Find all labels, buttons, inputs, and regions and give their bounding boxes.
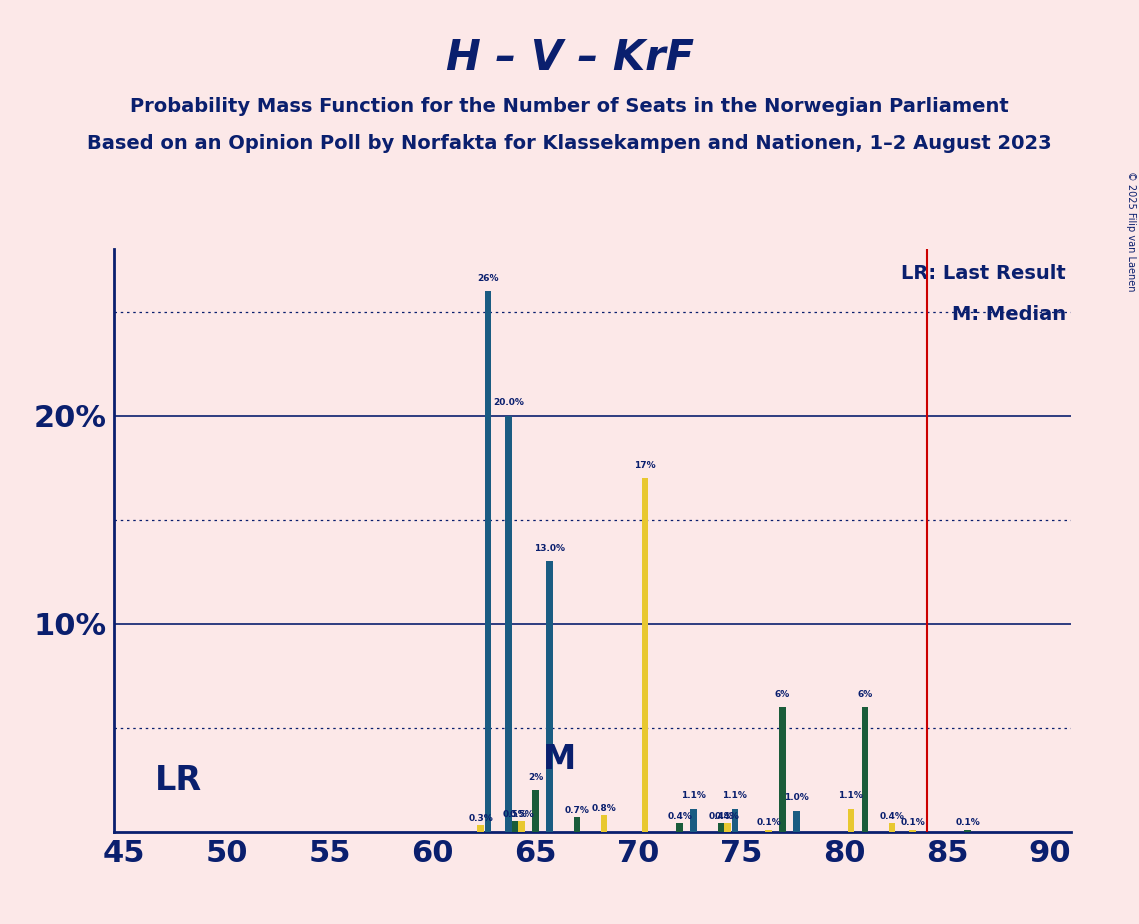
Text: M: M <box>543 743 576 776</box>
Text: 0.1%: 0.1% <box>956 819 981 828</box>
Text: 1.1%: 1.1% <box>722 792 747 800</box>
Bar <box>909 830 916 832</box>
Text: LR: LR <box>155 764 203 797</box>
Bar <box>511 821 518 832</box>
Bar <box>690 808 697 832</box>
Bar <box>779 707 786 832</box>
Bar <box>793 811 800 832</box>
Bar <box>574 817 580 832</box>
Bar <box>485 291 491 832</box>
Text: 0.4%: 0.4% <box>708 812 734 821</box>
Text: 0.3%: 0.3% <box>468 814 493 823</box>
Bar <box>677 823 683 832</box>
Text: 2%: 2% <box>528 772 543 782</box>
Bar <box>765 830 772 832</box>
Bar <box>861 707 868 832</box>
Text: M: Median: M: Median <box>952 305 1066 323</box>
Text: 17%: 17% <box>634 461 656 470</box>
Text: H – V – KrF: H – V – KrF <box>445 37 694 79</box>
Bar <box>532 790 539 832</box>
Text: 0.7%: 0.7% <box>565 806 589 815</box>
Bar <box>731 808 738 832</box>
Text: 0.4%: 0.4% <box>715 812 740 821</box>
Text: 6%: 6% <box>775 689 790 699</box>
Text: 0.8%: 0.8% <box>591 804 616 813</box>
Text: © 2025 Filip van Laenen: © 2025 Filip van Laenen <box>1125 171 1136 291</box>
Bar <box>724 823 731 832</box>
Text: 13.0%: 13.0% <box>534 544 565 553</box>
Text: 1.1%: 1.1% <box>838 792 863 800</box>
Text: 0.5%: 0.5% <box>509 810 534 819</box>
Text: 26%: 26% <box>477 274 499 283</box>
Bar <box>965 830 972 832</box>
Bar <box>518 821 525 832</box>
Text: 0.1%: 0.1% <box>756 819 781 828</box>
Text: 6%: 6% <box>858 689 872 699</box>
Bar <box>718 823 724 832</box>
Text: Probability Mass Function for the Number of Seats in the Norwegian Parliament: Probability Mass Function for the Number… <box>130 97 1009 116</box>
Bar <box>847 808 854 832</box>
Text: Based on an Opinion Poll by Norfakta for Klassekampen and Nationen, 1–2 August 2: Based on an Opinion Poll by Norfakta for… <box>88 134 1051 153</box>
Text: 0.1%: 0.1% <box>900 819 925 828</box>
Text: 0.4%: 0.4% <box>879 812 904 821</box>
Bar <box>477 825 484 832</box>
Text: 0.5%: 0.5% <box>502 810 527 819</box>
Text: 20.0%: 20.0% <box>493 398 524 407</box>
Bar <box>547 562 552 832</box>
Bar <box>600 815 607 832</box>
Bar <box>642 479 648 832</box>
Text: 1.0%: 1.0% <box>785 794 809 802</box>
Bar <box>506 416 511 832</box>
Text: LR: Last Result: LR: Last Result <box>901 264 1066 283</box>
Text: 1.1%: 1.1% <box>681 792 706 800</box>
Bar <box>888 823 895 832</box>
Text: 0.4%: 0.4% <box>667 812 693 821</box>
